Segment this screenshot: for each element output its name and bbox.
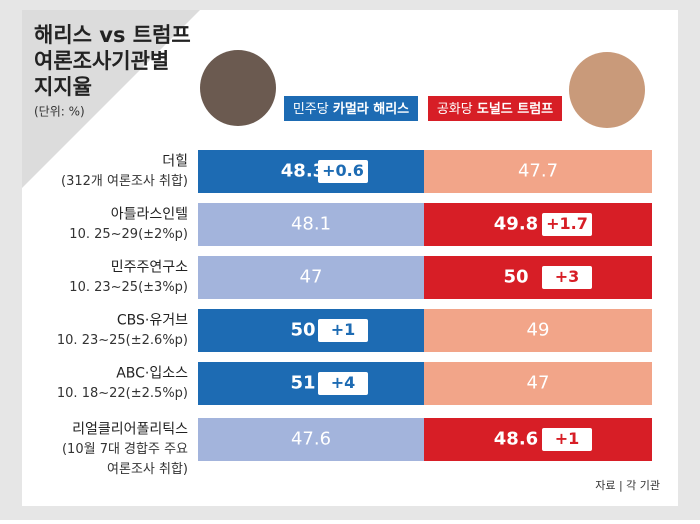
bar-cell (424, 203, 652, 246)
category-note: (10월 7대 경합주 주요 (62, 442, 188, 457)
legend-box (284, 96, 418, 121)
margin-label: +3 (555, 267, 580, 286)
bar-cell (424, 256, 652, 299)
category-note: 10. 23~25(±3%p) (69, 280, 188, 295)
category-label: 민주주연구소 (111, 260, 188, 276)
legend-box (428, 96, 562, 121)
margin-label: +0.6 (322, 161, 364, 180)
value-label: 48.3 (281, 161, 325, 182)
margin-badge (318, 319, 368, 342)
unit-note: (단위: %) (34, 105, 85, 119)
value-label: 47 (300, 267, 323, 288)
category-label: 더힐 (162, 154, 188, 170)
bar-cell (198, 256, 424, 299)
legend-name: 카멀라 해리스 (333, 101, 409, 117)
value-label: 50 (290, 320, 315, 341)
chart-title: 해리스 vs 트럼프 (34, 23, 191, 47)
margin-badge (318, 372, 368, 395)
trump-photo (569, 52, 645, 128)
bar-cell (424, 362, 652, 405)
bar-cell (198, 418, 424, 461)
source: 자료 | 각 기관 (595, 479, 660, 492)
bar-cell (424, 309, 652, 352)
bar-cell (424, 418, 652, 461)
category-note: (312개 여론조사 취합) (61, 174, 188, 189)
value-label: 49 (527, 320, 550, 341)
category-note: 10. 25~29(±2%p) (69, 227, 188, 242)
category-note: 10. 23~25(±2.6%p) (57, 333, 188, 348)
corner-shade (22, 10, 200, 188)
value-label: 48.1 (291, 214, 331, 235)
value-label: 48.6 (494, 429, 538, 450)
chart-title: 지지율 (34, 75, 92, 99)
value-label: 49.8 (494, 214, 538, 235)
chart-title: 여론조사기관별 (34, 49, 169, 73)
margin-label: +1.7 (546, 214, 588, 233)
category-note: 여론조사 취합) (107, 462, 188, 477)
category-label: ABC·입소스 (116, 366, 188, 382)
margin-badge (318, 160, 368, 183)
margin-label: +1 (331, 320, 356, 339)
bar-cell (198, 309, 424, 352)
margin-label: +4 (331, 373, 356, 392)
category-note: 10. 18~22(±2.5%p) (57, 386, 188, 401)
harris-photo (200, 50, 276, 126)
bar-cell (424, 150, 652, 193)
value-label: 47.6 (291, 429, 331, 450)
legend-label: 공화당 도널드 트럼프 (437, 101, 553, 117)
bar-cell (198, 362, 424, 405)
margin-label: +1 (555, 429, 580, 448)
margin-badge (542, 213, 592, 236)
margin-badge (542, 428, 592, 451)
value-label: 51 (290, 373, 315, 394)
value-label: 47.7 (518, 161, 558, 182)
value-label: 47 (527, 373, 550, 394)
category-label: CBS·유거브 (117, 313, 188, 329)
legend-party: 민주당 (293, 102, 329, 117)
category-label: 리얼클리어폴리틱스 (72, 422, 188, 438)
value-label: 50 (503, 267, 528, 288)
category-label: 아틀라스인텔 (111, 207, 188, 223)
legend-party: 공화당 (437, 102, 473, 117)
legend-label: 민주당 카멀라 해리스 (293, 101, 409, 117)
margin-badge (542, 266, 592, 289)
bar-cell (198, 150, 424, 193)
bar-cell (198, 203, 424, 246)
legend-name: 도널드 트럼프 (477, 101, 553, 117)
